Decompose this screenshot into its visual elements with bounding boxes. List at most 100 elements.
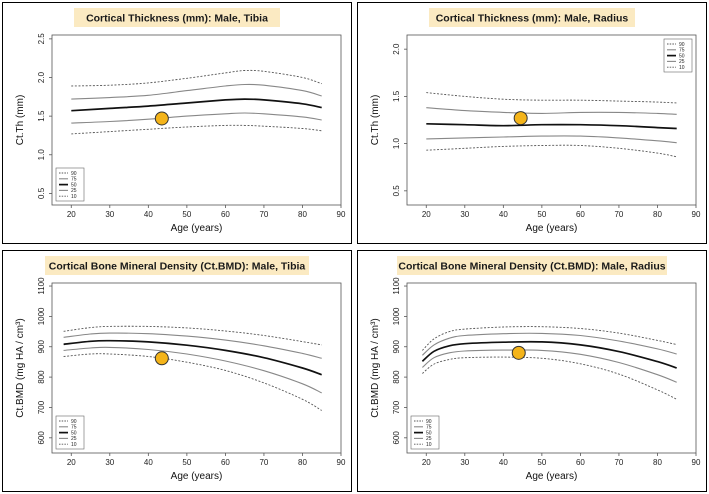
legend-label-25: 25: [71, 188, 77, 194]
x-tick-label: 30: [105, 458, 114, 467]
legend-label-50: 50: [426, 430, 432, 436]
percentile-90-line: [422, 326, 677, 351]
subject-marker: [154, 111, 169, 126]
legend-label-75: 75: [71, 177, 77, 183]
legend-label-10: 10: [71, 442, 77, 448]
x-tick-label: 60: [221, 210, 230, 219]
percentile-50-line: [71, 98, 322, 112]
x-axis-label: Age (years): [526, 471, 578, 482]
chart-radius-thickness: Cortical Thickness (mm): Male, Radius 20 3…: [370, 8, 701, 234]
legend-label-25: 25: [679, 59, 685, 65]
y-tick-label: 800: [37, 370, 46, 384]
x-tick-label: 90: [337, 458, 346, 467]
plot-frame: [51, 282, 342, 454]
percentile-10-line: [426, 144, 677, 158]
x-tick-label: 60: [576, 458, 585, 467]
percentile-25-line: [426, 135, 677, 144]
percentile-75-line: [71, 83, 322, 100]
legend-label-90: 90: [426, 419, 432, 425]
subject-marker: [511, 345, 526, 360]
subject-marker: [154, 351, 169, 366]
chart-title: Cortical Bone Mineral Density (Ct.BMD): …: [398, 261, 665, 273]
y-tick-label: 900: [37, 340, 46, 354]
percentile-50-line: [421, 340, 677, 369]
y-tick-label: 2.0: [37, 71, 46, 83]
y-axis-label: Ct.Th (mm): [15, 95, 26, 146]
x-tick-label: 80: [298, 458, 307, 467]
y-tick-label: 700: [392, 400, 401, 414]
x-tick-label: 70: [259, 210, 268, 219]
x-tick-label: 90: [337, 210, 346, 219]
legend-label-90: 90: [71, 419, 77, 425]
plot-frame: [406, 282, 697, 454]
chart-title: Cortical Thickness (mm): Male, Radius: [436, 13, 629, 25]
y-tick-label: 1100: [392, 277, 401, 295]
y-tick-label: 900: [392, 340, 401, 354]
percentile-25-line: [422, 349, 677, 383]
x-tick-label: 60: [221, 458, 230, 467]
percentile-25-line: [71, 112, 322, 124]
x-tick-label: 20: [422, 458, 431, 467]
percentile-25-line: [63, 346, 322, 394]
x-tick-label: 60: [576, 210, 585, 219]
legend-label-90: 90: [71, 171, 77, 177]
x-tick-label: 20: [67, 458, 76, 467]
y-tick-label: 1000: [392, 307, 401, 325]
legend-label-25: 25: [71, 436, 77, 442]
plot-frame: [406, 34, 697, 206]
percentile-75-line: [422, 332, 677, 356]
x-tick-label: 30: [105, 210, 114, 219]
percentile-10-line: [71, 124, 322, 135]
panel-radius-bmd: Cortical Bone Mineral Density (Ct.BMD): …: [357, 250, 707, 492]
x-tick-label: 50: [182, 210, 191, 219]
panel-tibia-bmd: Cortical Bone Mineral Density (Ct.BMD): …: [2, 250, 352, 492]
percentile-50-line: [63, 339, 322, 376]
title-box: [45, 256, 309, 275]
subject-marker: [513, 111, 528, 126]
panel-radius-thickness: Cortical Thickness (mm): Male, Radius 20 3…: [357, 2, 707, 244]
chart-title: Cortical Bone Mineral Density (Ct.BMD): …: [49, 261, 306, 273]
x-axis-label: Age (years): [526, 223, 578, 234]
y-tick-label: 1.0: [392, 138, 401, 150]
y-tick-label: 2.5: [37, 33, 46, 45]
x-tick-label: 40: [499, 458, 508, 467]
x-axis-label: Age (years): [171, 471, 223, 482]
legend-label-75: 75: [426, 425, 432, 431]
legend-label-50: 50: [71, 182, 77, 188]
x-tick-label: 90: [692, 210, 701, 219]
y-tick-label: 700: [37, 400, 46, 414]
legend-label-10: 10: [71, 194, 77, 200]
legend-label-90: 90: [679, 42, 685, 48]
y-tick-label: 1.5: [37, 110, 46, 122]
legend-label-50: 50: [71, 430, 77, 436]
legend-label-10: 10: [426, 442, 432, 448]
x-tick-label: 30: [460, 210, 469, 219]
legend-label-75: 75: [679, 48, 685, 54]
percentile-75-line: [426, 107, 677, 115]
legend-label-10: 10: [679, 65, 685, 71]
x-tick-label: 40: [144, 458, 153, 467]
percentile-90-line: [426, 92, 677, 104]
x-tick-label: 80: [298, 210, 307, 219]
chart-tibia-bmd: Cortical Bone Mineral Density (Ct.BMD): …: [15, 256, 346, 482]
x-tick-label: 50: [182, 458, 191, 467]
plot-frame: [51, 34, 342, 206]
y-tick-label: 600: [392, 431, 401, 445]
x-tick-label: 80: [653, 210, 662, 219]
y-tick-label: 1.0: [37, 149, 46, 161]
x-tick-label: 80: [653, 458, 662, 467]
title-box: [74, 8, 280, 27]
y-tick-label: 600: [37, 431, 46, 445]
legend-label-50: 50: [679, 53, 685, 59]
y-tick-label: 2.0: [392, 43, 401, 55]
percentile-10-line: [63, 353, 322, 411]
x-tick-label: 40: [499, 210, 508, 219]
y-tick-label: 0.5: [392, 185, 401, 197]
y-tick-label: 1.5: [392, 90, 401, 102]
x-tick-label: 90: [692, 458, 701, 467]
chart-tibia-thickness: Cortical Thickness (mm): Male, Tibia 20 30…: [15, 8, 346, 234]
x-tick-label: 20: [67, 210, 76, 219]
x-tick-label: 70: [614, 210, 623, 219]
percentile-10-line: [422, 356, 677, 400]
x-tick-label: 70: [614, 458, 623, 467]
